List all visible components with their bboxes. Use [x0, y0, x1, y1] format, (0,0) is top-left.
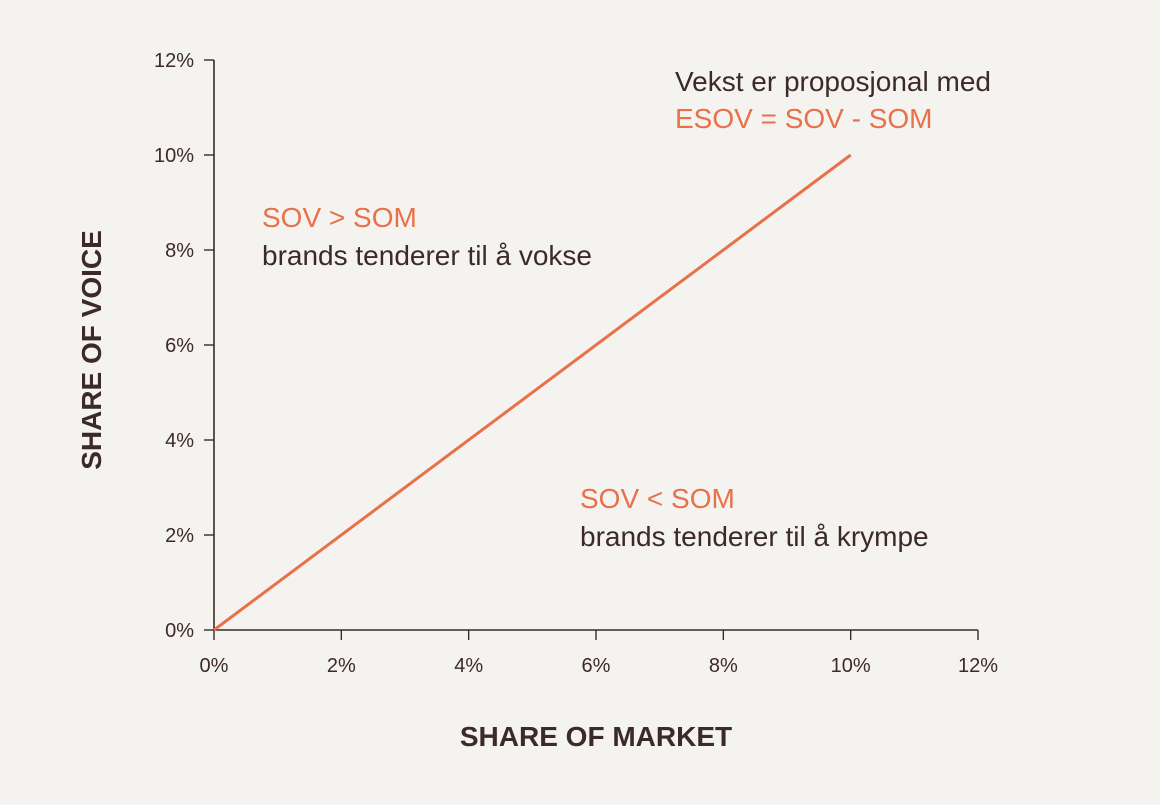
annotation-formula: Vekst er proposjonal med ESOV = SOV - SO… — [675, 66, 991, 134]
x-tick-label: 0% — [200, 655, 229, 677]
annotation-formula-line-2: ESOV = SOV - SOM — [675, 103, 933, 134]
y-tick-label: 12% — [154, 50, 194, 72]
y-tick-label: 4% — [165, 430, 194, 452]
ticks: 0% 2% 4% 6% 8% 10% 12% 0% 2% 4% 6% 8% 10% 12% — [154, 50, 998, 677]
annotation-below-line-2: brands tenderer til å krympe — [580, 521, 929, 552]
y-axis-title: SHARE OF VOICE — [76, 230, 107, 470]
y-tick-label: 2% — [165, 525, 194, 547]
x-tick-label: 6% — [582, 655, 611, 677]
x-tick-label: 8% — [709, 655, 738, 677]
x-tick-label: 10% — [831, 655, 871, 677]
annotation-below-line-1: SOV < SOM — [580, 483, 735, 514]
annotation-formula-line-1: Vekst er proposjonal med — [675, 66, 991, 97]
x-axis-title: SHARE OF MARKET — [460, 721, 732, 752]
annotation-above: SOV > SOM brands tenderer til å vokse — [262, 202, 592, 271]
series-line — [213, 153, 852, 632]
x-tick-label: 4% — [454, 655, 483, 677]
y-tick-label: 8% — [165, 240, 194, 262]
y-tick-label: 6% — [165, 335, 194, 357]
series-layer — [213, 153, 852, 632]
x-tick-label: 2% — [327, 655, 356, 677]
annotation-above-line-1: SOV > SOM — [262, 202, 417, 233]
annotation-below: SOV < SOM brands tenderer til å krympe — [580, 483, 929, 552]
annotation-above-line-2: brands tenderer til å vokse — [262, 240, 592, 271]
y-tick-label: 0% — [165, 620, 194, 642]
y-tick-label: 10% — [154, 145, 194, 167]
x-tick-label: 12% — [958, 655, 998, 677]
